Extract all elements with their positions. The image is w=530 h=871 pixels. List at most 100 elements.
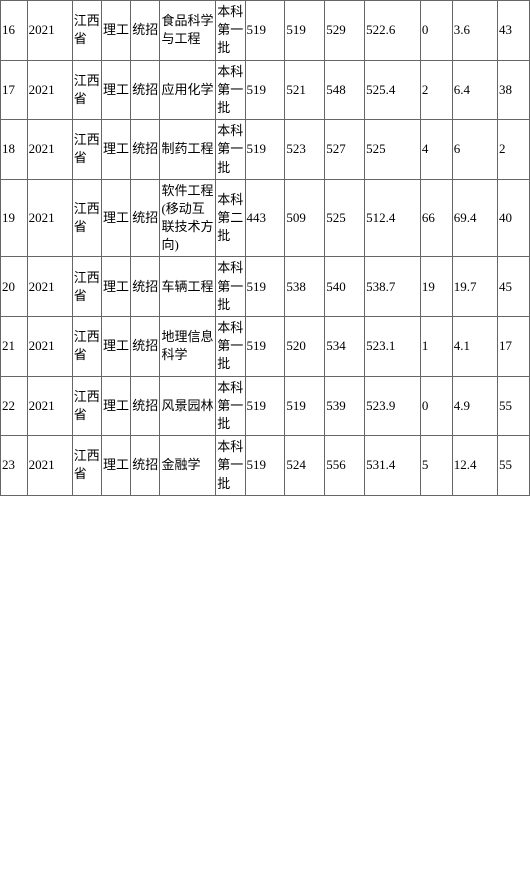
table-cell: 38 (497, 60, 529, 120)
table-cell: 519 (285, 1, 325, 61)
table-cell: 525.4 (365, 60, 421, 120)
table-cell: 519 (285, 376, 325, 436)
table-cell: 江西省 (72, 179, 101, 257)
table-cell: 4.9 (452, 376, 497, 436)
table-cell: 19 (1, 179, 28, 257)
table-cell: 5 (420, 436, 452, 496)
table-cell: 理工 (102, 120, 131, 180)
table-cell: 2021 (27, 317, 72, 377)
table-cell: 本科第二批 (216, 179, 245, 257)
table-cell: 2021 (27, 257, 72, 317)
table-cell: 538 (285, 257, 325, 317)
table-cell: 22 (1, 376, 28, 436)
table-cell: 本科第一批 (216, 436, 245, 496)
table-cell: 6 (452, 120, 497, 180)
table-cell: 1 (420, 317, 452, 377)
table-cell: 6.4 (452, 60, 497, 120)
table-cell: 21 (1, 317, 28, 377)
table-cell: 55 (497, 376, 529, 436)
table-cell: 统招 (131, 376, 160, 436)
table-cell: 12.4 (452, 436, 497, 496)
table-cell: 69.4 (452, 179, 497, 257)
table-cell: 524 (285, 436, 325, 496)
table-cell: 556 (325, 436, 365, 496)
table-cell: 519 (245, 120, 285, 180)
table-cell: 3.6 (452, 1, 497, 61)
table-cell: 519 (245, 436, 285, 496)
table-cell: 江西省 (72, 317, 101, 377)
table-cell: 本科第一批 (216, 60, 245, 120)
admissions-table: 162021江西省理工统招食品科学与工程本科第一批519519529522.60… (0, 0, 530, 496)
table-cell: 4 (420, 120, 452, 180)
table-cell: 食品科学与工程 (160, 1, 216, 61)
table-row: 232021江西省理工统招金融学本科第一批519524556531.4512.4… (1, 436, 530, 496)
table-cell: 江西省 (72, 257, 101, 317)
table-cell: 519 (245, 1, 285, 61)
table-cell: 统招 (131, 317, 160, 377)
table-cell: 江西省 (72, 1, 101, 61)
table-cell: 17 (497, 317, 529, 377)
table-cell: 车辆工程 (160, 257, 216, 317)
table-cell: 制药工程 (160, 120, 216, 180)
table-cell: 23 (1, 436, 28, 496)
table-row: 222021江西省理工统招风景园林本科第一批519519539523.904.9… (1, 376, 530, 436)
table-cell: 509 (285, 179, 325, 257)
table-cell: 4.1 (452, 317, 497, 377)
table-row: 162021江西省理工统招食品科学与工程本科第一批519519529522.60… (1, 1, 530, 61)
table-cell: 40 (497, 179, 529, 257)
table-cell: 523.9 (365, 376, 421, 436)
table-cell: 软件工程(移动互联技术方向) (160, 179, 216, 257)
table-cell: 540 (325, 257, 365, 317)
table-cell: 519 (245, 317, 285, 377)
table-cell: 本科第一批 (216, 1, 245, 61)
table-cell: 16 (1, 1, 28, 61)
table-cell: 理工 (102, 1, 131, 61)
table-cell: 江西省 (72, 376, 101, 436)
table-row: 202021江西省理工统招车辆工程本科第一批519538540538.71919… (1, 257, 530, 317)
table-cell: 统招 (131, 60, 160, 120)
table-body: 162021江西省理工统招食品科学与工程本科第一批519519529522.60… (1, 1, 530, 496)
table-row: 182021江西省理工统招制药工程本科第一批519523527525462 (1, 120, 530, 180)
table-cell: 理工 (102, 179, 131, 257)
table-cell: 本科第一批 (216, 317, 245, 377)
table-cell: 529 (325, 1, 365, 61)
table-cell: 522.6 (365, 1, 421, 61)
table-cell: 2021 (27, 1, 72, 61)
table-cell: 519 (245, 60, 285, 120)
table-cell: 应用化学 (160, 60, 216, 120)
table-cell: 512.4 (365, 179, 421, 257)
table-cell: 理工 (102, 257, 131, 317)
table-cell: 443 (245, 179, 285, 257)
table-cell: 520 (285, 317, 325, 377)
table-cell: 45 (497, 257, 529, 317)
table-cell: 统招 (131, 1, 160, 61)
table-cell: 2 (420, 60, 452, 120)
table-cell: 统招 (131, 257, 160, 317)
table-row: 172021江西省理工统招应用化学本科第一批519521548525.426.4… (1, 60, 530, 120)
table-cell: 539 (325, 376, 365, 436)
table-row: 192021江西省理工统招软件工程(移动互联技术方向)本科第二批44350952… (1, 179, 530, 257)
table-cell: 531.4 (365, 436, 421, 496)
table-cell: 66 (420, 179, 452, 257)
table-cell: 2021 (27, 376, 72, 436)
table-cell: 43 (497, 1, 529, 61)
table-cell: 527 (325, 120, 365, 180)
table-cell: 523.1 (365, 317, 421, 377)
table-cell: 519 (245, 257, 285, 317)
table-cell: 523 (285, 120, 325, 180)
table-cell: 525 (325, 179, 365, 257)
table-cell: 2021 (27, 60, 72, 120)
table-cell: 江西省 (72, 436, 101, 496)
table-cell: 534 (325, 317, 365, 377)
table-cell: 19 (420, 257, 452, 317)
table-cell: 18 (1, 120, 28, 180)
table-cell: 2021 (27, 436, 72, 496)
table-cell: 统招 (131, 436, 160, 496)
table-cell: 0 (420, 376, 452, 436)
table-cell: 55 (497, 436, 529, 496)
table-cell: 19.7 (452, 257, 497, 317)
table-row: 212021江西省理工统招地理信息科学本科第一批519520534523.114… (1, 317, 530, 377)
table-cell: 统招 (131, 179, 160, 257)
table-cell: 0 (420, 1, 452, 61)
table-cell: 理工 (102, 317, 131, 377)
